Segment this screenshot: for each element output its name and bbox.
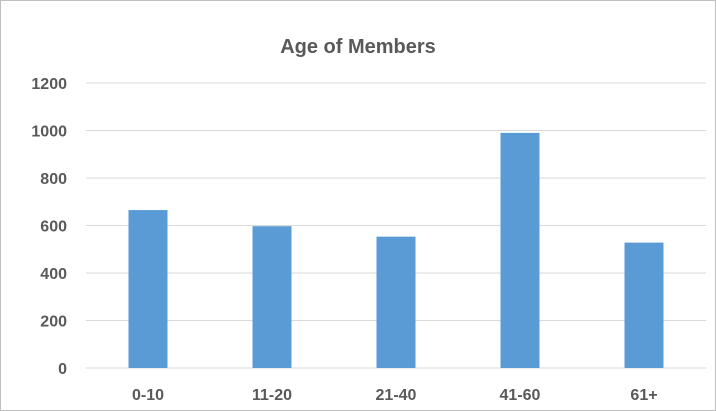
bar-11-20: [252, 226, 292, 368]
y-tick-label: 200: [40, 314, 67, 331]
bar-21-40: [376, 236, 416, 368]
x-tick-label: 41-60: [500, 387, 541, 404]
chart-title: Age of Members: [280, 36, 436, 58]
x-tick-label: 0-10: [132, 387, 164, 404]
y-tick-label: 400: [40, 266, 67, 283]
x-tick-label: 61+: [630, 387, 657, 404]
bar-0-10: [128, 210, 168, 368]
y-tick-label: 1200: [31, 76, 67, 93]
y-axis-ticks: 0 200 400 600 800 1000 1200: [31, 76, 67, 378]
x-axis-ticks: 0-10 11-20 21-40 41-60 61+: [132, 387, 658, 404]
x-tick-label: 11-20: [252, 387, 292, 404]
bar-41-60: [500, 132, 540, 368]
y-tick-label: 600: [40, 219, 67, 236]
bars: [128, 132, 664, 368]
y-tick-label: 0: [58, 361, 67, 378]
y-tick-label: 800: [40, 171, 67, 188]
bar-61+: [624, 242, 664, 368]
x-tick-label: 21-40: [376, 387, 417, 404]
y-tick-label: 1000: [31, 124, 67, 141]
